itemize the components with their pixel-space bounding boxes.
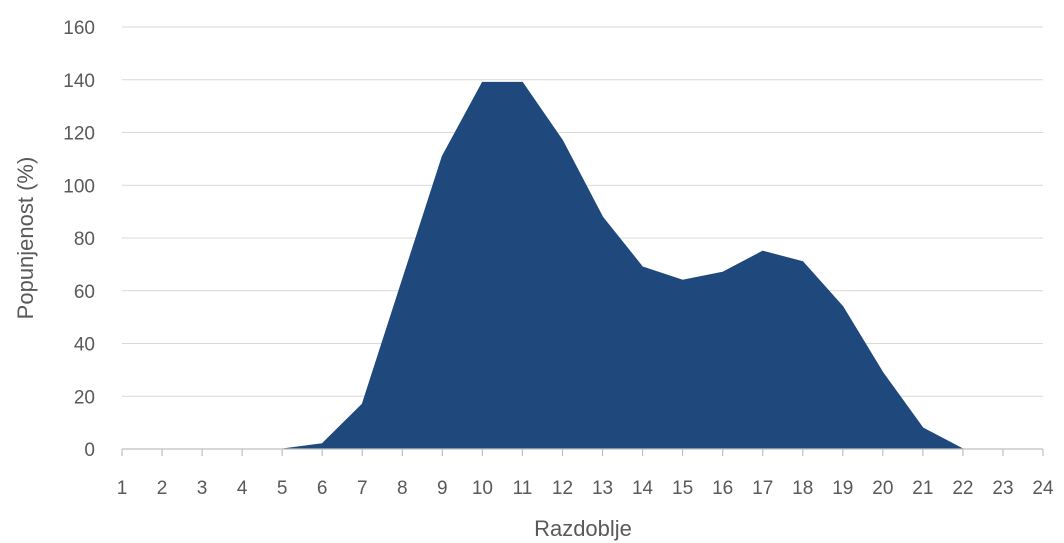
y-tick-label-40: 40	[74, 335, 95, 356]
x-tick-label-12: 12	[552, 478, 573, 499]
x-axis	[121, 448, 1044, 456]
x-tick-label-13: 13	[592, 478, 613, 499]
x-tick-label-14: 14	[632, 478, 654, 499]
area-series-1	[282, 81, 964, 450]
y-tick-label-120: 120	[63, 124, 95, 145]
x-tick-label-24: 24	[1032, 478, 1054, 499]
x-tick-label-10: 10	[472, 478, 493, 499]
plot-area	[282, 81, 964, 450]
x-tick-label-8: 8	[397, 478, 408, 499]
x-tick-label-21: 21	[912, 478, 933, 499]
y-tick-label-160: 160	[63, 18, 95, 39]
x-tick-label-6: 6	[317, 478, 328, 499]
x-tick-label-7: 7	[357, 478, 368, 499]
x-tick-label-23: 23	[992, 478, 1013, 499]
x-tick-label-22: 22	[952, 478, 973, 499]
x-tick-label-2: 2	[157, 478, 168, 499]
x-tick-label-18: 18	[792, 478, 813, 499]
x-tick-label-3: 3	[197, 478, 208, 499]
x-tick-label-17: 17	[752, 478, 773, 499]
x-tick-label-19: 19	[832, 478, 853, 499]
y-axis-title: Popunjenost (%)	[13, 157, 38, 320]
y-tick-label-80: 80	[74, 229, 95, 250]
x-tick-label-16: 16	[712, 478, 733, 499]
y-tick-label-100: 100	[63, 176, 95, 197]
y-tick-label-60: 60	[74, 282, 95, 303]
x-axis-title: Razdoblje	[534, 516, 632, 541]
x-tick-label-1: 1	[117, 478, 128, 499]
x-tick-label-15: 15	[672, 478, 693, 499]
x-tick-label-20: 20	[872, 478, 893, 499]
y-axis-tick-labels: 0 20 40 60 80 100 120 140 160	[63, 18, 95, 461]
x-tick-label-9: 9	[437, 478, 448, 499]
x-tick-label-11: 11	[513, 478, 533, 499]
y-tick-label-0: 0	[84, 440, 95, 461]
y-tick-label-140: 140	[63, 71, 95, 92]
x-tick-label-5: 5	[277, 478, 288, 499]
x-axis-tick-labels: 1 2 3 4 5 6 7 8 9 10 11 12 13 14 15 16 17 18 19 20 21 22 23 24	[117, 478, 1054, 499]
x-tick-label-4: 4	[237, 478, 248, 499]
y-tick-label-20: 20	[74, 387, 95, 408]
